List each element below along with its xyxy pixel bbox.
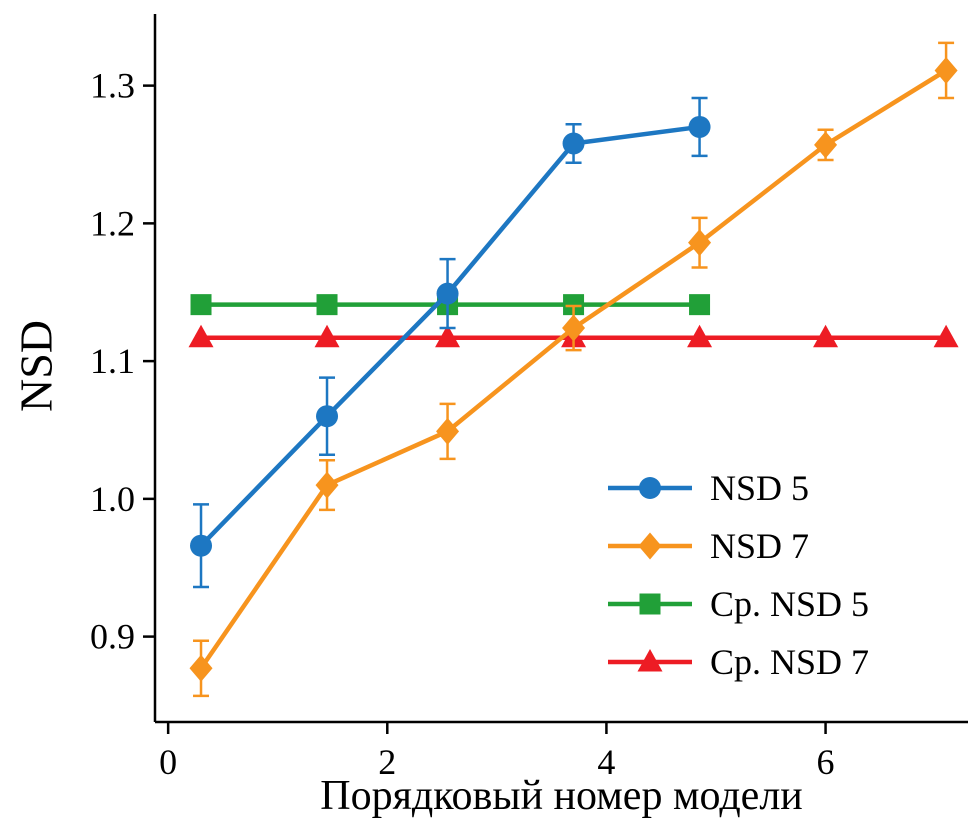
legend: NSD 5 NSD 7 Ср. NSD 5 Ср. NSD 7	[608, 468, 869, 682]
triangle-marker	[314, 324, 340, 348]
series-nsd-5	[190, 96, 711, 589]
x-tick-label: 2	[378, 742, 396, 782]
y-tick-label: 1.1	[90, 341, 135, 381]
circle-marker	[190, 534, 213, 557]
triangle-marker	[813, 324, 839, 348]
circle-marker	[688, 115, 711, 138]
y-tick-label: 1.3	[90, 66, 135, 106]
legend-label: Ср. NSD 5	[710, 584, 869, 624]
y-tick-label: 0.9	[90, 617, 135, 657]
diamond-marker	[315, 471, 339, 499]
y-tick-label: 1.2	[90, 203, 135, 243]
triangle-marker	[933, 324, 959, 348]
diamond-marker	[436, 417, 460, 445]
diamond-marker	[189, 654, 213, 682]
circle-marker	[436, 282, 459, 305]
legend-item: Ср. NSD 5	[608, 584, 869, 624]
y-tick-label: 1.0	[90, 479, 135, 519]
diamond-marker	[562, 314, 586, 342]
diamond-marker	[814, 131, 838, 159]
legend-item: NSD 7	[608, 526, 809, 566]
legend-label: Ср. NSD 7	[710, 642, 869, 682]
circle-marker	[316, 405, 339, 428]
x-axis-label: Порядковый номер модели	[320, 773, 803, 819]
y-axis-label: NSD	[10, 319, 62, 413]
legend-circle-marker	[639, 477, 661, 499]
circle-marker	[562, 132, 585, 155]
series-nsd-7	[189, 41, 958, 698]
square-marker	[563, 294, 585, 316]
diamond-marker	[688, 229, 712, 257]
x-tick-label: 6	[817, 742, 835, 782]
triangle-marker	[435, 324, 461, 348]
legend-square-marker	[639, 593, 661, 615]
square-marker	[316, 294, 338, 316]
legend-item: NSD 5	[608, 468, 809, 508]
square-marker	[190, 294, 212, 316]
diamond-marker	[934, 56, 958, 84]
legend-item: Ср. NSD 7	[608, 642, 869, 682]
legend-label: NSD 5	[710, 468, 809, 508]
x-tick-label: 4	[597, 742, 615, 782]
square-marker	[689, 294, 711, 316]
triangle-marker	[188, 324, 214, 348]
legend-triangle-marker	[637, 649, 663, 672]
triangle-marker	[687, 324, 713, 348]
legend-label: NSD 7	[710, 526, 809, 566]
x-tick-label: 0	[159, 742, 177, 782]
legend-diamond-marker	[638, 532, 662, 560]
